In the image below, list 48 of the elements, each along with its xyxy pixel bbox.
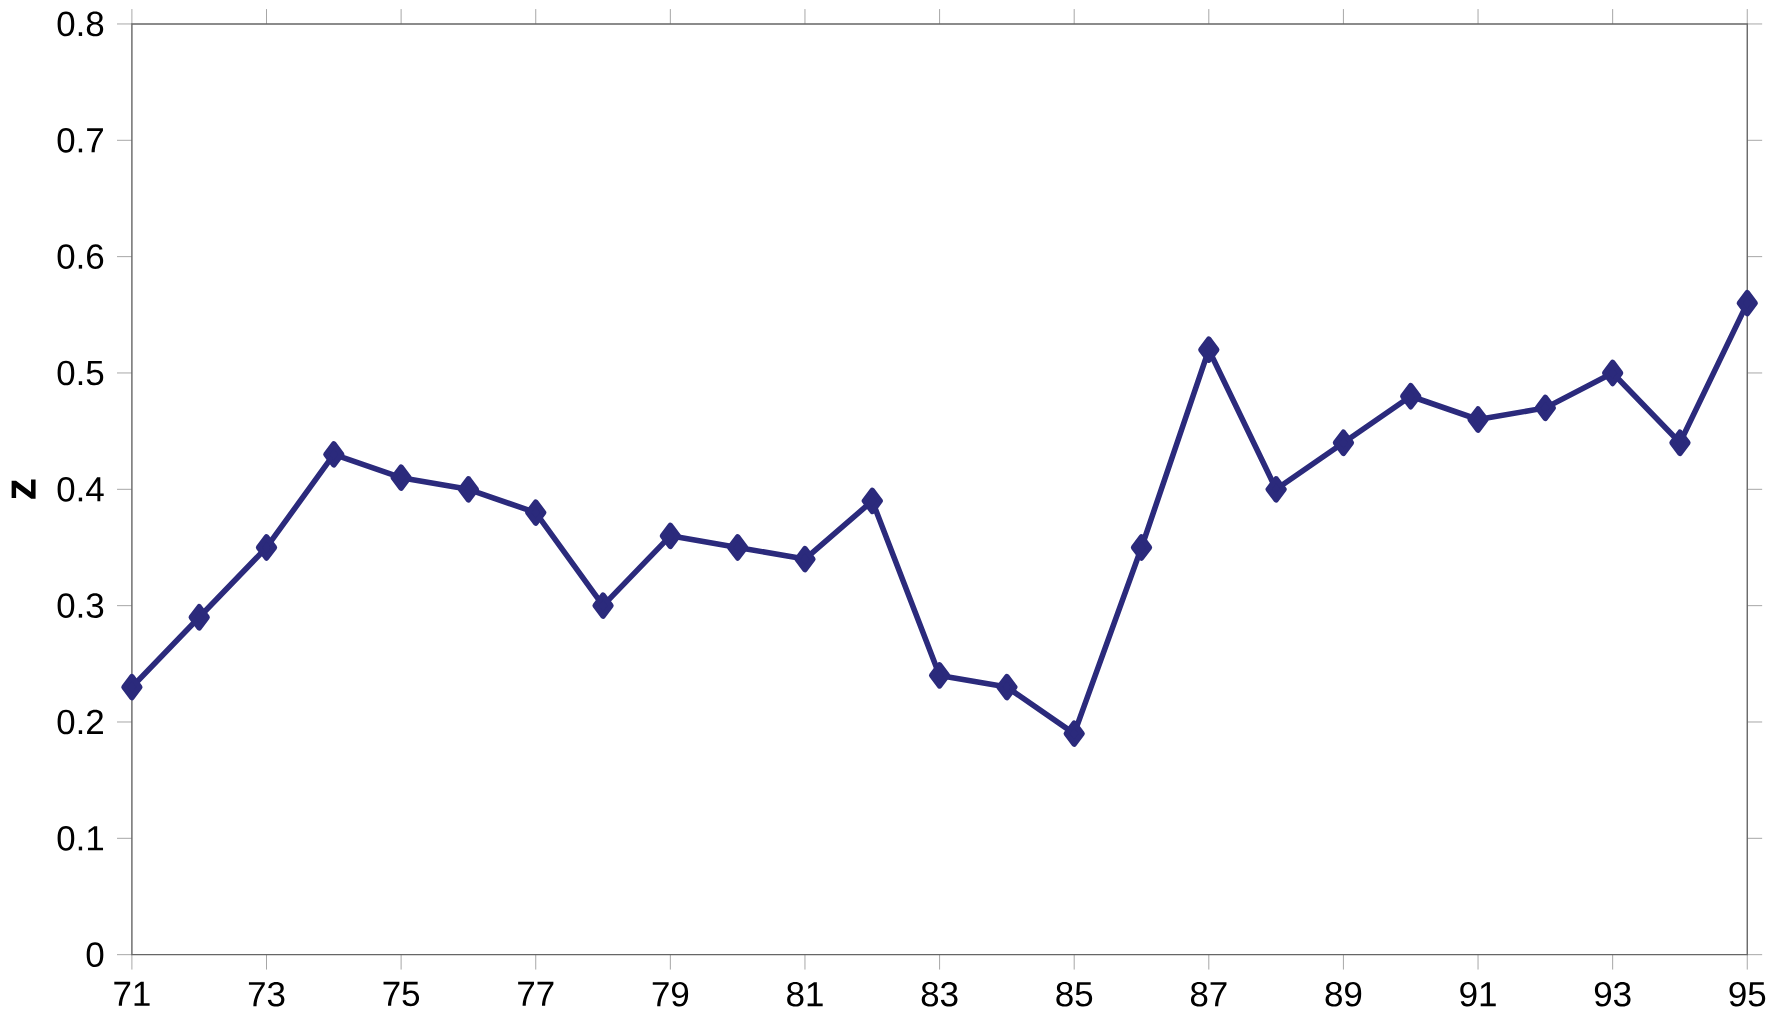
x-tick-label: 91 (1460, 981, 1496, 1007)
y-tick-label: 0.4 (57, 476, 104, 502)
x-tick-label: 77 (518, 981, 554, 1006)
point (1534, 394, 1556, 422)
y-tick-label: 0.1 (57, 825, 104, 851)
y-tick-label: 0 (86, 942, 104, 967)
point (659, 522, 681, 549)
x-tick-label: 85 (1056, 981, 1093, 1007)
point (861, 487, 883, 515)
x-tick-label: 71 (114, 981, 150, 1006)
x-tick-label: 81 (787, 981, 823, 1007)
y-tick-label: 0.5 (57, 360, 104, 386)
x-tick-label: 87 (1190, 981, 1227, 1007)
point (1669, 429, 1691, 456)
point (255, 534, 278, 561)
x-tick-label: 95 (1729, 981, 1766, 1007)
point (121, 673, 143, 701)
point (188, 603, 210, 631)
point (1400, 382, 1422, 410)
point (592, 592, 614, 619)
point (1332, 429, 1355, 456)
point (457, 475, 480, 503)
x-tick-label: 93 (1594, 981, 1631, 1007)
point (928, 662, 951, 689)
point (1265, 475, 1287, 503)
point (390, 464, 412, 491)
point (1063, 720, 1085, 747)
x-tick-label: 79 (652, 981, 689, 1007)
x-tick-label: 83 (921, 981, 958, 1007)
x-tick-label: 89 (1325, 981, 1362, 1007)
point (1198, 336, 1220, 363)
x-tick-label: 75 (383, 981, 420, 1007)
y-axis-title: z (11, 479, 36, 499)
point (323, 441, 345, 468)
point (1736, 289, 1758, 317)
point (525, 499, 547, 526)
y-tick-label: 0.7 (57, 127, 103, 153)
x-tick-label: 73 (248, 981, 285, 1007)
point (996, 673, 1018, 701)
y-tick-label: 0.6 (57, 244, 104, 269)
y-tick-label: 0.2 (57, 709, 103, 735)
y-tick-label: 0.8 (57, 11, 104, 37)
point (794, 545, 816, 573)
point (1130, 534, 1153, 561)
point (727, 534, 749, 561)
y-tick-label: 0.3 (57, 593, 104, 618)
point (1602, 359, 1624, 387)
point (1467, 406, 1489, 433)
